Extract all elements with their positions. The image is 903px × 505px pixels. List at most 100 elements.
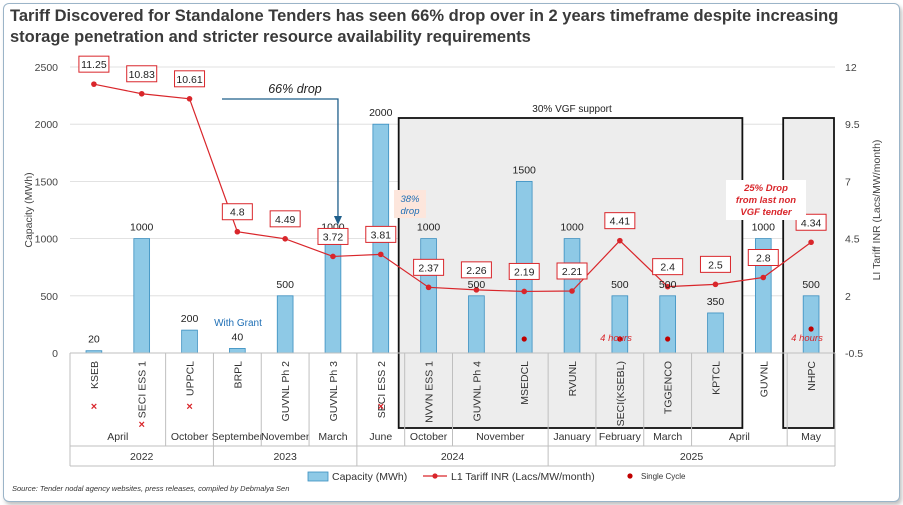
- x-month-label: April: [107, 431, 128, 443]
- y-left-tick-label: 0: [52, 348, 58, 360]
- drop-66-arrowhead: [333, 216, 342, 225]
- legend-capacity-label: Capacity (MWh): [332, 471, 407, 483]
- tariff-value-label: 4.41: [610, 216, 631, 228]
- tariff-point: [521, 288, 528, 295]
- x-month-label: November: [476, 431, 525, 443]
- x-category-label: NVVN ESS 1: [424, 361, 436, 423]
- x-month-label: June: [369, 431, 392, 443]
- drop-38-line2: drop: [400, 206, 419, 217]
- x-category-label: MSEDCL: [519, 361, 531, 405]
- tariff-point: [234, 228, 241, 235]
- tariff-label-box: [317, 227, 349, 245]
- tariff-point: [377, 251, 384, 258]
- x-year-label: 2023: [273, 451, 297, 463]
- bar: [276, 295, 294, 354]
- y-right-tick-label: 2: [845, 291, 851, 303]
- bar: [133, 238, 151, 354]
- y-right-axis-label: LI Tariff INR (Lacs/MW/month): [871, 140, 883, 281]
- tariff-value-label: 2.4: [660, 262, 675, 274]
- drop-38-line1: 38%: [400, 194, 420, 205]
- bar: [420, 238, 437, 354]
- bar: [563, 238, 581, 354]
- four-hours-label: 4 hours: [600, 333, 632, 344]
- bar-value-label: 200: [181, 313, 199, 325]
- x-year-label: 2024: [441, 451, 465, 463]
- bar: [611, 295, 629, 354]
- x-category-label: GUVNL Ph 2: [280, 361, 292, 421]
- bar: [707, 312, 724, 354]
- vgf-support-label: 30% VGF support: [532, 104, 612, 115]
- bar-value-label: 20: [88, 334, 100, 346]
- x-month-label: April: [729, 431, 750, 443]
- tariff-point: [473, 287, 480, 293]
- tariff-point: [808, 239, 814, 246]
- tariff-value-label: 10.83: [129, 69, 155, 81]
- tariff-label-box: [604, 212, 636, 230]
- bar-value-label: 500: [468, 279, 486, 291]
- x-year-label: 2022: [130, 451, 154, 463]
- tariff-label-box: [365, 225, 397, 243]
- x-month-label: March: [318, 431, 347, 443]
- x-year-label: 2025: [680, 451, 704, 463]
- tariff-value-label: 2.5: [708, 259, 723, 271]
- bar-value-label: 1000: [417, 222, 441, 234]
- tariff-value-label: 2.26: [466, 265, 487, 277]
- y-left-tick-label: 2000: [35, 119, 59, 131]
- tariff-label-box: [460, 261, 492, 279]
- x-category-label: TGGENCO: [663, 361, 675, 414]
- y-left-axis-label: Capacity (MWh): [23, 172, 35, 247]
- x-month-label: October: [171, 431, 209, 443]
- drop-25-line1: 25% Drop: [743, 183, 788, 194]
- x-category-label: GUVNL Ph 3: [328, 361, 340, 421]
- nhpc-box: [782, 117, 835, 429]
- x-category-label: NHPC: [806, 361, 818, 391]
- chart-title: Tariff Discovered for Standalone Tenders…: [10, 7, 839, 46]
- bar: [659, 295, 676, 354]
- four-hours-label: 4 hours: [791, 333, 823, 344]
- tariff-value-label: 4.49: [275, 214, 296, 226]
- tariff-point: [91, 81, 97, 87]
- bar-value-label: 500: [276, 279, 294, 291]
- tariff-value-label: 4.8: [230, 207, 245, 219]
- tariff-value-label: 11.25: [81, 59, 107, 71]
- x-month-label: September: [212, 431, 264, 443]
- cancelled-cross-icon: ×: [378, 401, 384, 413]
- legend-single-cycle-marker: [627, 473, 633, 479]
- tariff-point: [425, 284, 432, 291]
- drop-25-box: [726, 180, 806, 220]
- x-category-label: RVUNL: [567, 361, 579, 397]
- single-cycle-marker: [617, 336, 623, 342]
- x-month-label: May: [801, 431, 822, 443]
- bar-value-label: 500: [611, 279, 629, 291]
- x-month-label: February: [599, 431, 642, 443]
- bar-value-label: 1000: [130, 222, 154, 234]
- y-right-tick-label: 4.5: [845, 234, 860, 246]
- tariff-value-label: 2.8: [756, 252, 771, 264]
- tariff-point: [664, 283, 671, 290]
- tariff-point: [138, 90, 145, 97]
- legend-capacity-swatch: [307, 471, 329, 482]
- bar: [229, 348, 246, 354]
- y-left-tick-label: 2500: [35, 62, 59, 74]
- x-category-label: SECI ESS 1: [137, 361, 149, 418]
- drop-25-line2: from last non: [736, 195, 796, 206]
- x-category-label: BRPL: [232, 361, 244, 389]
- tariff-point: [330, 253, 336, 260]
- bar-value-label: 40: [232, 331, 244, 343]
- legend-tariff-marker: [432, 473, 438, 479]
- tariff-value-label: 2.21: [562, 266, 583, 278]
- tariff-label-box: [747, 248, 779, 266]
- tariff-point: [186, 96, 193, 102]
- x-category-label: KSEB: [89, 361, 101, 389]
- y-right-tick-label: 12: [845, 62, 857, 74]
- bar-value-label: 1000: [752, 222, 776, 234]
- drop-66-arrow: [222, 98, 339, 218]
- x-category-label: SECI(KSEBL): [615, 361, 627, 426]
- tariff-point: [712, 281, 719, 288]
- tariff-value-label: 10.61: [176, 74, 202, 86]
- single-cycle-marker: [665, 336, 671, 342]
- cancelled-cross-icon: ×: [91, 401, 97, 413]
- x-category-label: UPPCL: [185, 361, 197, 396]
- tariff-point: [569, 288, 575, 294]
